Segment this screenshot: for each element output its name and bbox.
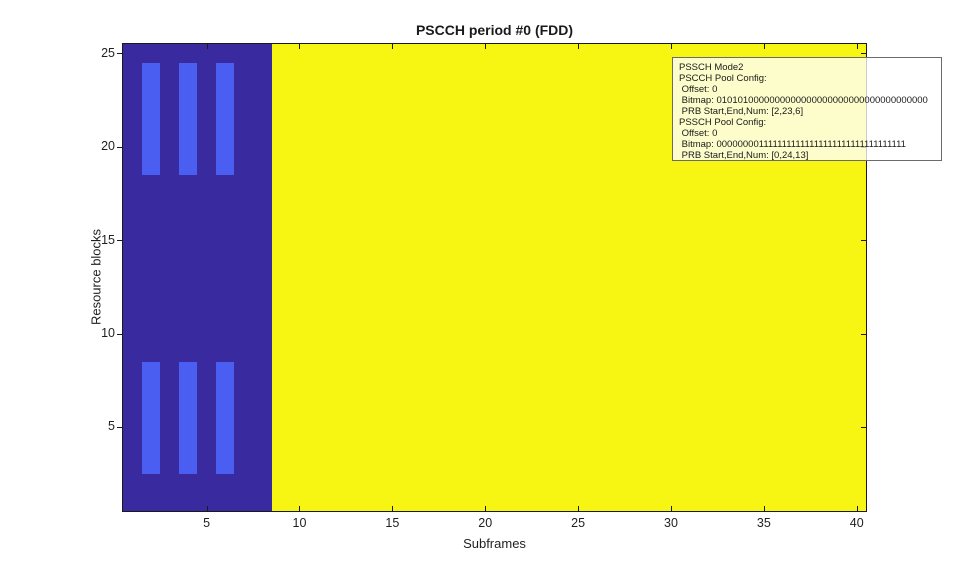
y-tick-mark: [861, 426, 866, 428]
pscch-resource-bar: [215, 361, 235, 474]
x-tick-label: 15: [385, 516, 400, 530]
y-tick-label: 20: [101, 139, 115, 154]
pscch-resource-bar: [178, 361, 198, 474]
y-tick-mark: [117, 53, 122, 55]
x-axis-label: Subframes: [463, 536, 526, 551]
config-line: Offset: 0: [679, 84, 718, 95]
y-tick-label: 25: [101, 45, 115, 60]
config-line: Bitmap: 01010100000000000000000000000000…: [679, 95, 928, 106]
x-tick-mark: [299, 44, 301, 49]
x-tick-mark: [856, 506, 858, 511]
pscch-resource-bar: [215, 62, 235, 175]
pscch-resource-bar: [141, 361, 161, 474]
x-tick-mark: [392, 506, 394, 511]
x-tick-mark: [670, 44, 672, 49]
y-tick-mark: [117, 426, 122, 428]
config-line: Offset: 0: [679, 128, 718, 139]
y-tick-mark: [861, 240, 866, 242]
config-line: PSCCH Pool Config:: [679, 73, 767, 84]
x-tick-mark: [299, 506, 301, 511]
y-axis-label: Resource blocks: [88, 228, 104, 326]
pscch-resource-bar: [178, 62, 198, 175]
x-tick-label: 35: [756, 516, 771, 530]
y-tick-mark: [861, 53, 866, 55]
y-tick-mark: [861, 333, 866, 335]
config-line: PRB Start,End,Num: [2,23,6]: [679, 106, 804, 117]
pscch-resource-bar: [141, 62, 161, 175]
y-tick-label: 10: [101, 326, 115, 341]
x-tick-mark: [856, 44, 858, 49]
x-tick-mark: [206, 506, 208, 511]
x-tick-label: 20: [478, 516, 493, 530]
x-tick-label: 5: [203, 516, 211, 530]
y-tick-mark: [117, 333, 122, 335]
x-tick-mark: [763, 44, 765, 49]
x-tick-mark: [392, 44, 394, 49]
chart-title: PSCCH period #0 (FDD): [415, 22, 574, 38]
y-tick-label: 15: [101, 232, 115, 247]
config-line: PSSCH Pool Config:: [679, 117, 767, 128]
config-line: PSSCH Mode2: [679, 62, 744, 73]
x-tick-mark: [485, 506, 487, 511]
y-tick-mark: [117, 240, 122, 242]
x-tick-mark: [763, 506, 765, 511]
x-tick-mark: [670, 506, 672, 511]
config-line: Bitmap: 00000000111111111111111111111111…: [679, 139, 906, 150]
config-line: PRB Start,End,Num: [0,24,13]: [679, 150, 809, 161]
y-tick-label: 5: [108, 419, 115, 434]
x-tick-label: 30: [664, 516, 678, 530]
x-tick-label: 40: [849, 516, 864, 530]
x-tick-label: 10: [292, 516, 307, 530]
x-tick-mark: [485, 44, 487, 49]
x-tick-mark: [578, 44, 580, 49]
x-tick-label: 25: [571, 516, 586, 530]
y-tick-mark: [117, 146, 122, 148]
x-tick-mark: [578, 506, 580, 511]
config-annotation-box: PSSCH Mode2 PSCCH Pool Config: Offset: 0 …: [672, 57, 942, 161]
x-tick-mark: [206, 44, 208, 49]
